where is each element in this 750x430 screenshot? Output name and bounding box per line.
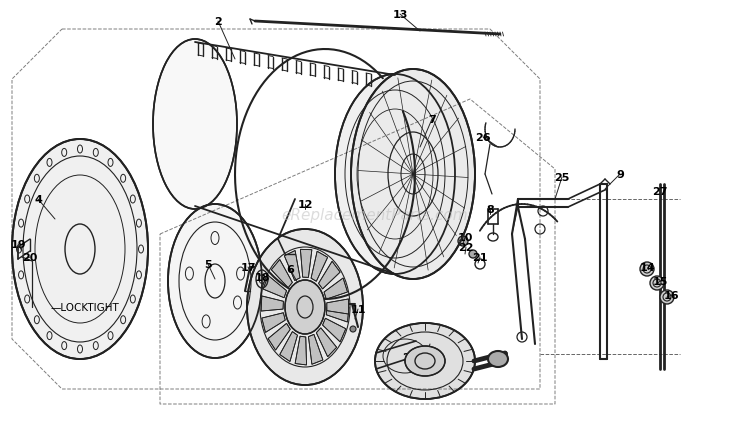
- Ellipse shape: [650, 276, 664, 290]
- Polygon shape: [268, 324, 290, 350]
- Text: 24: 24: [402, 352, 418, 362]
- Ellipse shape: [285, 280, 325, 334]
- Polygon shape: [324, 278, 347, 300]
- Ellipse shape: [469, 250, 477, 258]
- Ellipse shape: [458, 237, 468, 246]
- Text: 17: 17: [240, 262, 256, 272]
- Text: 14: 14: [640, 262, 656, 272]
- Polygon shape: [295, 336, 307, 365]
- Text: 8: 8: [486, 205, 494, 215]
- Text: 25: 25: [554, 172, 570, 183]
- Text: 15: 15: [652, 276, 668, 286]
- Text: 27: 27: [652, 187, 668, 197]
- Text: 18: 18: [254, 272, 270, 283]
- Text: 20: 20: [22, 252, 38, 262]
- Text: 1: 1: [416, 349, 424, 359]
- Ellipse shape: [247, 230, 363, 385]
- Ellipse shape: [168, 205, 262, 358]
- Text: 16: 16: [664, 290, 680, 300]
- Polygon shape: [272, 260, 292, 288]
- Ellipse shape: [640, 262, 654, 276]
- Ellipse shape: [350, 326, 356, 332]
- Ellipse shape: [375, 323, 475, 399]
- Polygon shape: [326, 307, 349, 322]
- Text: 2: 2: [214, 17, 222, 27]
- Polygon shape: [301, 250, 312, 278]
- Polygon shape: [319, 262, 340, 289]
- Text: 23: 23: [417, 364, 433, 374]
- Text: 21: 21: [472, 252, 488, 262]
- Text: 6: 6: [286, 264, 294, 274]
- Ellipse shape: [335, 75, 455, 274]
- Polygon shape: [284, 251, 300, 281]
- Polygon shape: [263, 276, 286, 298]
- Polygon shape: [311, 252, 328, 282]
- Ellipse shape: [153, 40, 237, 209]
- Text: eReplacementParts.com: eReplacementParts.com: [282, 208, 468, 222]
- Text: 4: 4: [34, 194, 42, 205]
- Polygon shape: [280, 332, 298, 362]
- Polygon shape: [308, 335, 323, 365]
- Polygon shape: [327, 299, 349, 314]
- Polygon shape: [316, 328, 337, 357]
- Ellipse shape: [660, 290, 674, 304]
- Text: 9: 9: [616, 169, 624, 180]
- Polygon shape: [322, 319, 346, 342]
- Ellipse shape: [405, 346, 445, 376]
- Text: 5: 5: [204, 259, 212, 269]
- Ellipse shape: [12, 140, 148, 359]
- Text: 11: 11: [350, 304, 366, 314]
- Polygon shape: [262, 313, 285, 333]
- Text: 22: 22: [458, 243, 474, 252]
- Text: 7: 7: [428, 115, 436, 125]
- Ellipse shape: [351, 70, 475, 280]
- Text: 12: 12: [297, 200, 313, 209]
- Text: 19: 19: [10, 240, 26, 249]
- Ellipse shape: [488, 351, 508, 367]
- Polygon shape: [261, 296, 284, 311]
- Text: 10: 10: [458, 233, 472, 243]
- Text: 13: 13: [392, 10, 408, 20]
- Text: —LOCKTIGHT: —LOCKTIGHT: [50, 302, 118, 312]
- Text: 26: 26: [476, 133, 490, 143]
